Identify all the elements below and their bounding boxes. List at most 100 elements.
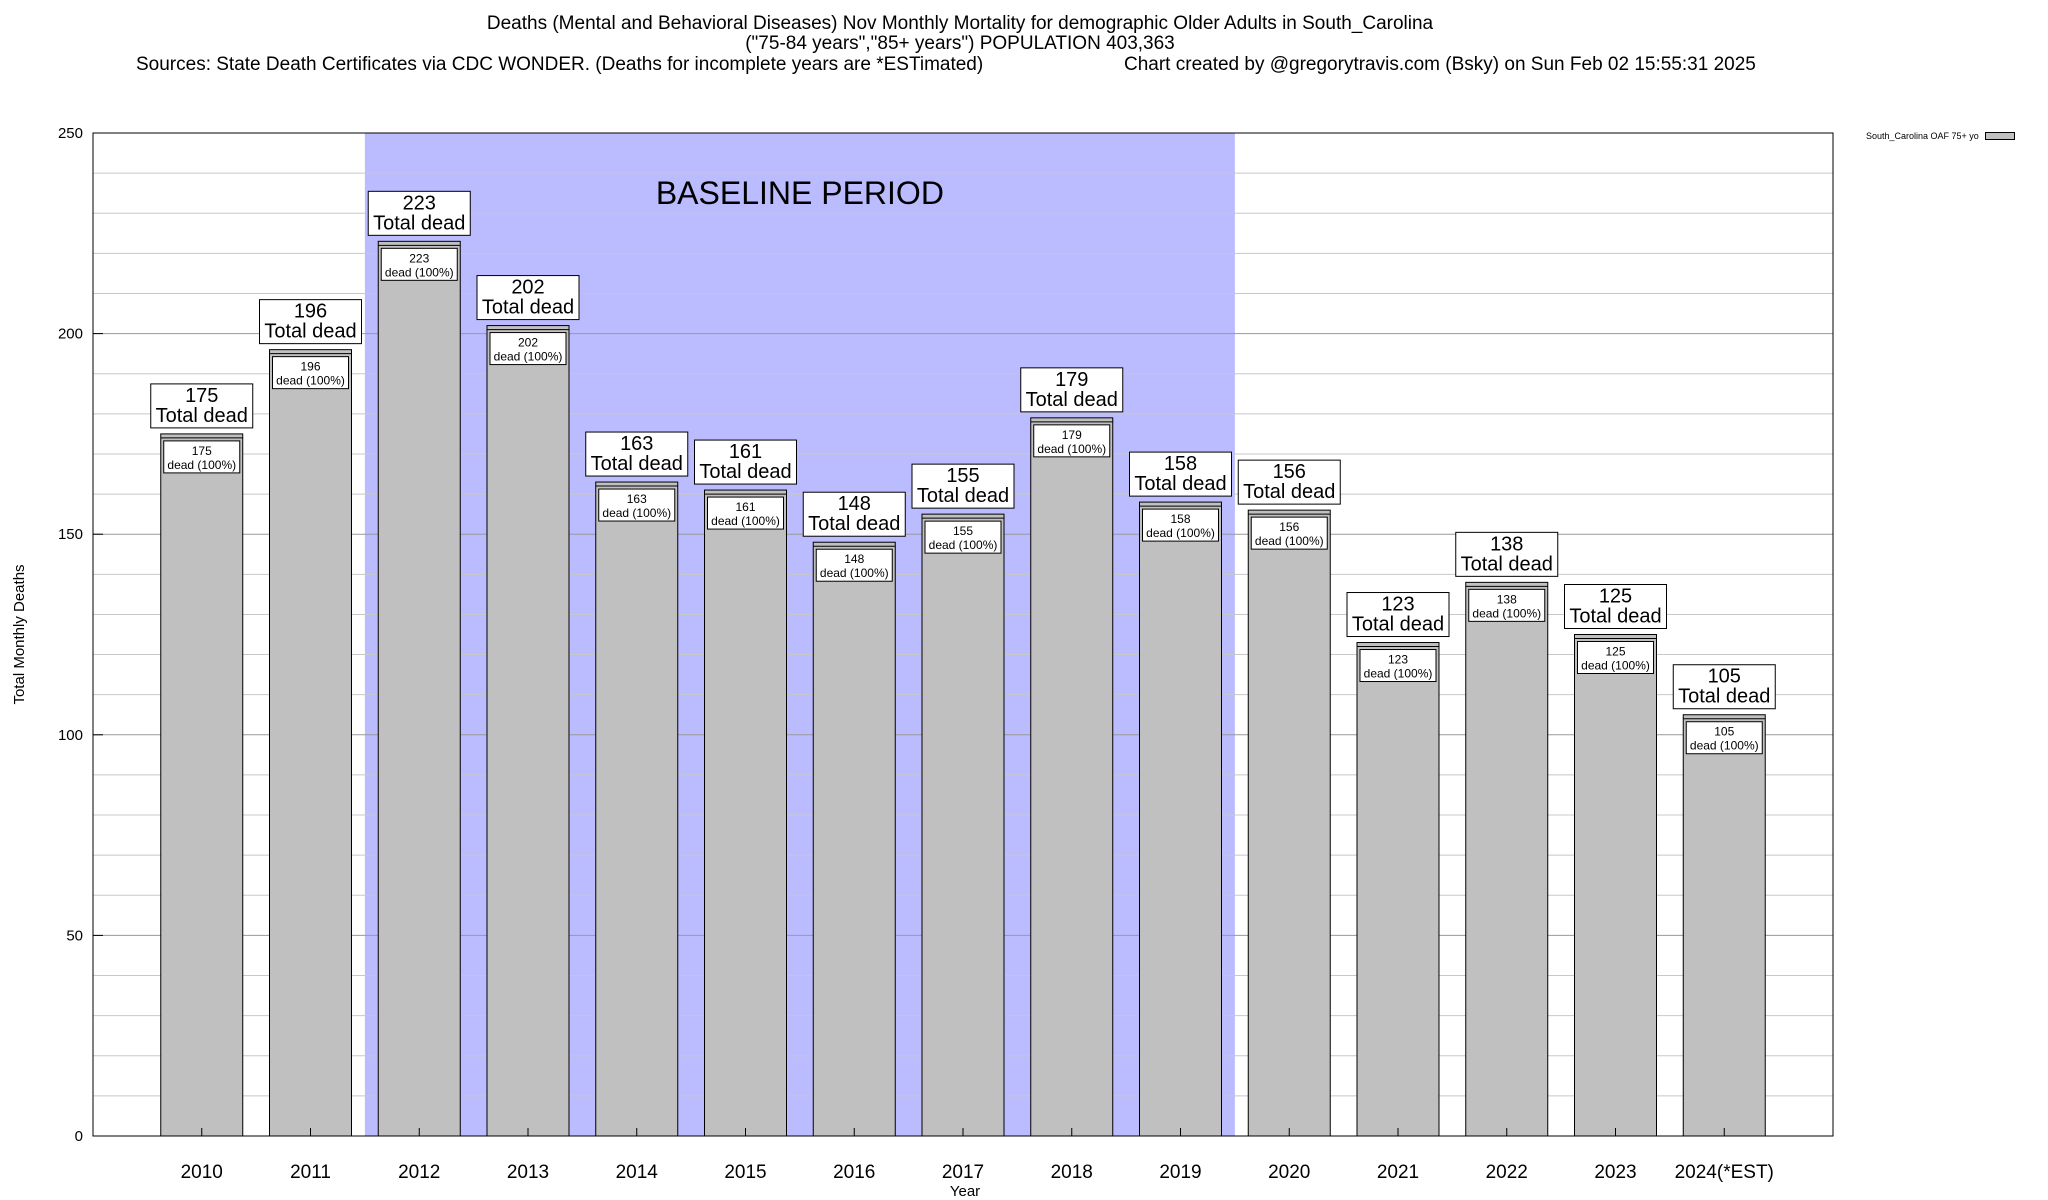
inner-share-label: dead (100%)	[820, 566, 889, 580]
inner-label-box	[1685, 721, 1763, 755]
x-tick-label: 2021	[1377, 1162, 1419, 1183]
total-value-label: 123	[1381, 594, 1414, 616]
y-axis-label: Total Monthly Deaths	[11, 564, 28, 704]
inner-value-label: 138	[1497, 592, 1517, 606]
x-tick-label: 2023	[1594, 1162, 1636, 1183]
total-label-box	[1129, 451, 1232, 497]
total-dead-label: Total dead	[373, 212, 465, 234]
total-dead-label: Total dead	[1243, 481, 1335, 503]
x-tick-label: 2020	[1268, 1162, 1310, 1183]
chart-subtitle: ("75-84 years","85+ years") POPULATION 4…	[745, 33, 1175, 54]
total-value-label: 155	[946, 465, 979, 487]
inner-share-label: dead (100%)	[602, 506, 671, 520]
inner-label-box	[489, 332, 567, 366]
chart-title: Deaths (Mental and Behavioral Diseases) …	[486, 13, 1434, 34]
total-value-label: 138	[1490, 533, 1523, 555]
inner-share-label: dead (100%)	[929, 538, 998, 552]
bar	[1139, 501, 1222, 1137]
inner-share-label: dead (100%)	[1472, 606, 1541, 620]
y-tick-label: 0	[75, 1128, 83, 1145]
x-tick-label: 2016	[833, 1162, 875, 1183]
x-axis-label: Year	[950, 1183, 980, 1200]
inner-share-label: dead (100%)	[167, 458, 236, 472]
inner-value-label: 161	[735, 500, 755, 514]
total-label-box	[1237, 459, 1341, 505]
inner-value-label: 158	[1170, 512, 1190, 526]
x-tick-label: 2013	[507, 1162, 549, 1183]
inner-label-box	[1250, 516, 1328, 550]
total-label-box	[911, 463, 1015, 509]
inner-share-label: dead (100%)	[1690, 739, 1759, 753]
inner-share-label: dead (100%)	[711, 514, 780, 528]
inner-share-label: dead (100%)	[1581, 659, 1650, 673]
inner-label-box	[707, 496, 784, 530]
y-tick-label: 150	[58, 526, 83, 543]
total-dead-label: Total dead	[808, 513, 900, 535]
total-label-box	[367, 190, 471, 236]
y-tick-label: 50	[66, 927, 83, 944]
inner-share-label: dead (100%)	[385, 265, 454, 279]
inner-share-label: dead (100%)	[494, 350, 563, 364]
inner-share-label: dead (100%)	[1146, 526, 1215, 540]
chart-credit: Chart created by @gregorytravis.com (Bsk…	[1124, 54, 1756, 75]
total-dead-label: Total dead	[917, 485, 1009, 507]
bar	[1682, 714, 1766, 1137]
total-label-box	[694, 439, 797, 485]
inner-label-box	[1142, 508, 1219, 542]
inner-value-label: 156	[1279, 520, 1299, 534]
bar	[1030, 417, 1114, 1137]
total-value-label: 105	[1708, 666, 1741, 688]
total-value-label: 223	[403, 192, 436, 214]
bar	[704, 489, 787, 1137]
inner-label-box	[598, 488, 676, 522]
bar	[160, 433, 244, 1137]
x-tick-label: 2024(*EST)	[1675, 1162, 1774, 1183]
total-dead-label: Total dead	[591, 453, 683, 475]
total-label-box	[1672, 664, 1776, 710]
total-dead-label: Total dead	[1352, 614, 1444, 636]
inner-value-label: 155	[953, 524, 973, 538]
total-label-box	[585, 431, 689, 477]
total-label-box	[1455, 531, 1559, 577]
total-value-label: 156	[1273, 461, 1306, 483]
total-value-label: 161	[729, 441, 762, 463]
bar	[1574, 634, 1657, 1137]
total-dead-label: Total dead	[1134, 473, 1226, 495]
inner-value-label: 105	[1714, 725, 1734, 739]
bar	[1356, 642, 1440, 1137]
inner-value-label: 163	[627, 492, 647, 506]
legend-label: South_Carolina OAF 75+ yo	[1866, 131, 1979, 141]
total-value-label: 148	[838, 493, 871, 515]
total-label-box	[476, 275, 580, 321]
inner-share-label: dead (100%)	[1364, 667, 1433, 681]
inner-share-label: dead (100%)	[1037, 442, 1106, 456]
total-value-label: 179	[1055, 369, 1088, 391]
bar	[812, 541, 896, 1137]
inner-label-box	[924, 520, 1002, 554]
bar	[595, 481, 679, 1137]
total-dead-label: Total dead	[156, 405, 248, 427]
inner-label-box	[1359, 649, 1437, 683]
total-label-box	[802, 491, 906, 537]
sources-note: Sources: State Death Certificates via CD…	[136, 54, 984, 75]
x-tick-label: 2012	[398, 1162, 440, 1183]
inner-value-label: 123	[1388, 653, 1408, 667]
total-value-label: 158	[1164, 453, 1197, 475]
bar	[1465, 581, 1549, 1137]
total-label-box	[1564, 584, 1667, 629]
inner-value-label: 196	[300, 360, 320, 374]
legend-swatch	[1984, 132, 2015, 140]
inner-label-box	[1468, 588, 1546, 622]
inner-label-box	[1577, 641, 1654, 674]
total-dead-label: Total dead	[1026, 389, 1118, 411]
inner-label-box	[815, 548, 893, 582]
x-tick-label: 2017	[942, 1162, 984, 1183]
total-value-label: 175	[185, 385, 218, 407]
total-dead-label: Total dead	[1678, 686, 1770, 708]
x-tick-label: 2018	[1051, 1162, 1093, 1183]
total-label-box	[1346, 592, 1450, 638]
total-value-label: 163	[620, 433, 653, 455]
inner-share-label: dead (100%)	[1255, 534, 1324, 548]
total-dead-label: Total dead	[1461, 553, 1553, 575]
inner-value-label: 175	[192, 444, 212, 458]
